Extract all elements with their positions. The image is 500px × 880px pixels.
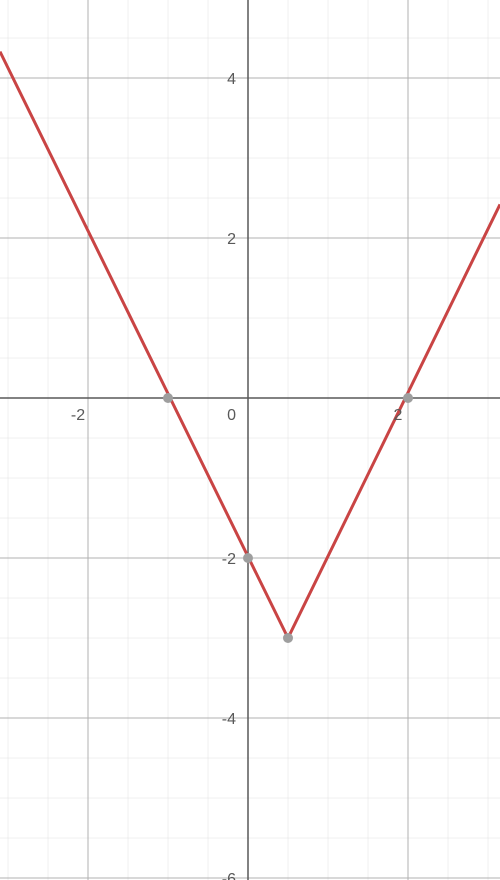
marker-point: [243, 553, 253, 563]
chart-container: -2 2 -6 -4 -2 2 4 0: [0, 0, 500, 880]
marker-point: [283, 633, 293, 643]
marker-point: [163, 393, 173, 403]
x-tick-label: 2: [394, 407, 403, 424]
x-tick-label: -2: [71, 407, 85, 424]
chart-svg: -2 2 -6 -4 -2 2 4 0: [0, 0, 500, 880]
y-tick-label: 2: [227, 231, 236, 248]
origin-label: 0: [227, 407, 236, 424]
y-tick-label: -4: [222, 711, 236, 728]
y-tick-label: 4: [227, 71, 236, 88]
y-tick-label: -2: [222, 551, 236, 568]
y-tick-label: -6: [222, 871, 236, 880]
marker-point: [403, 393, 413, 403]
